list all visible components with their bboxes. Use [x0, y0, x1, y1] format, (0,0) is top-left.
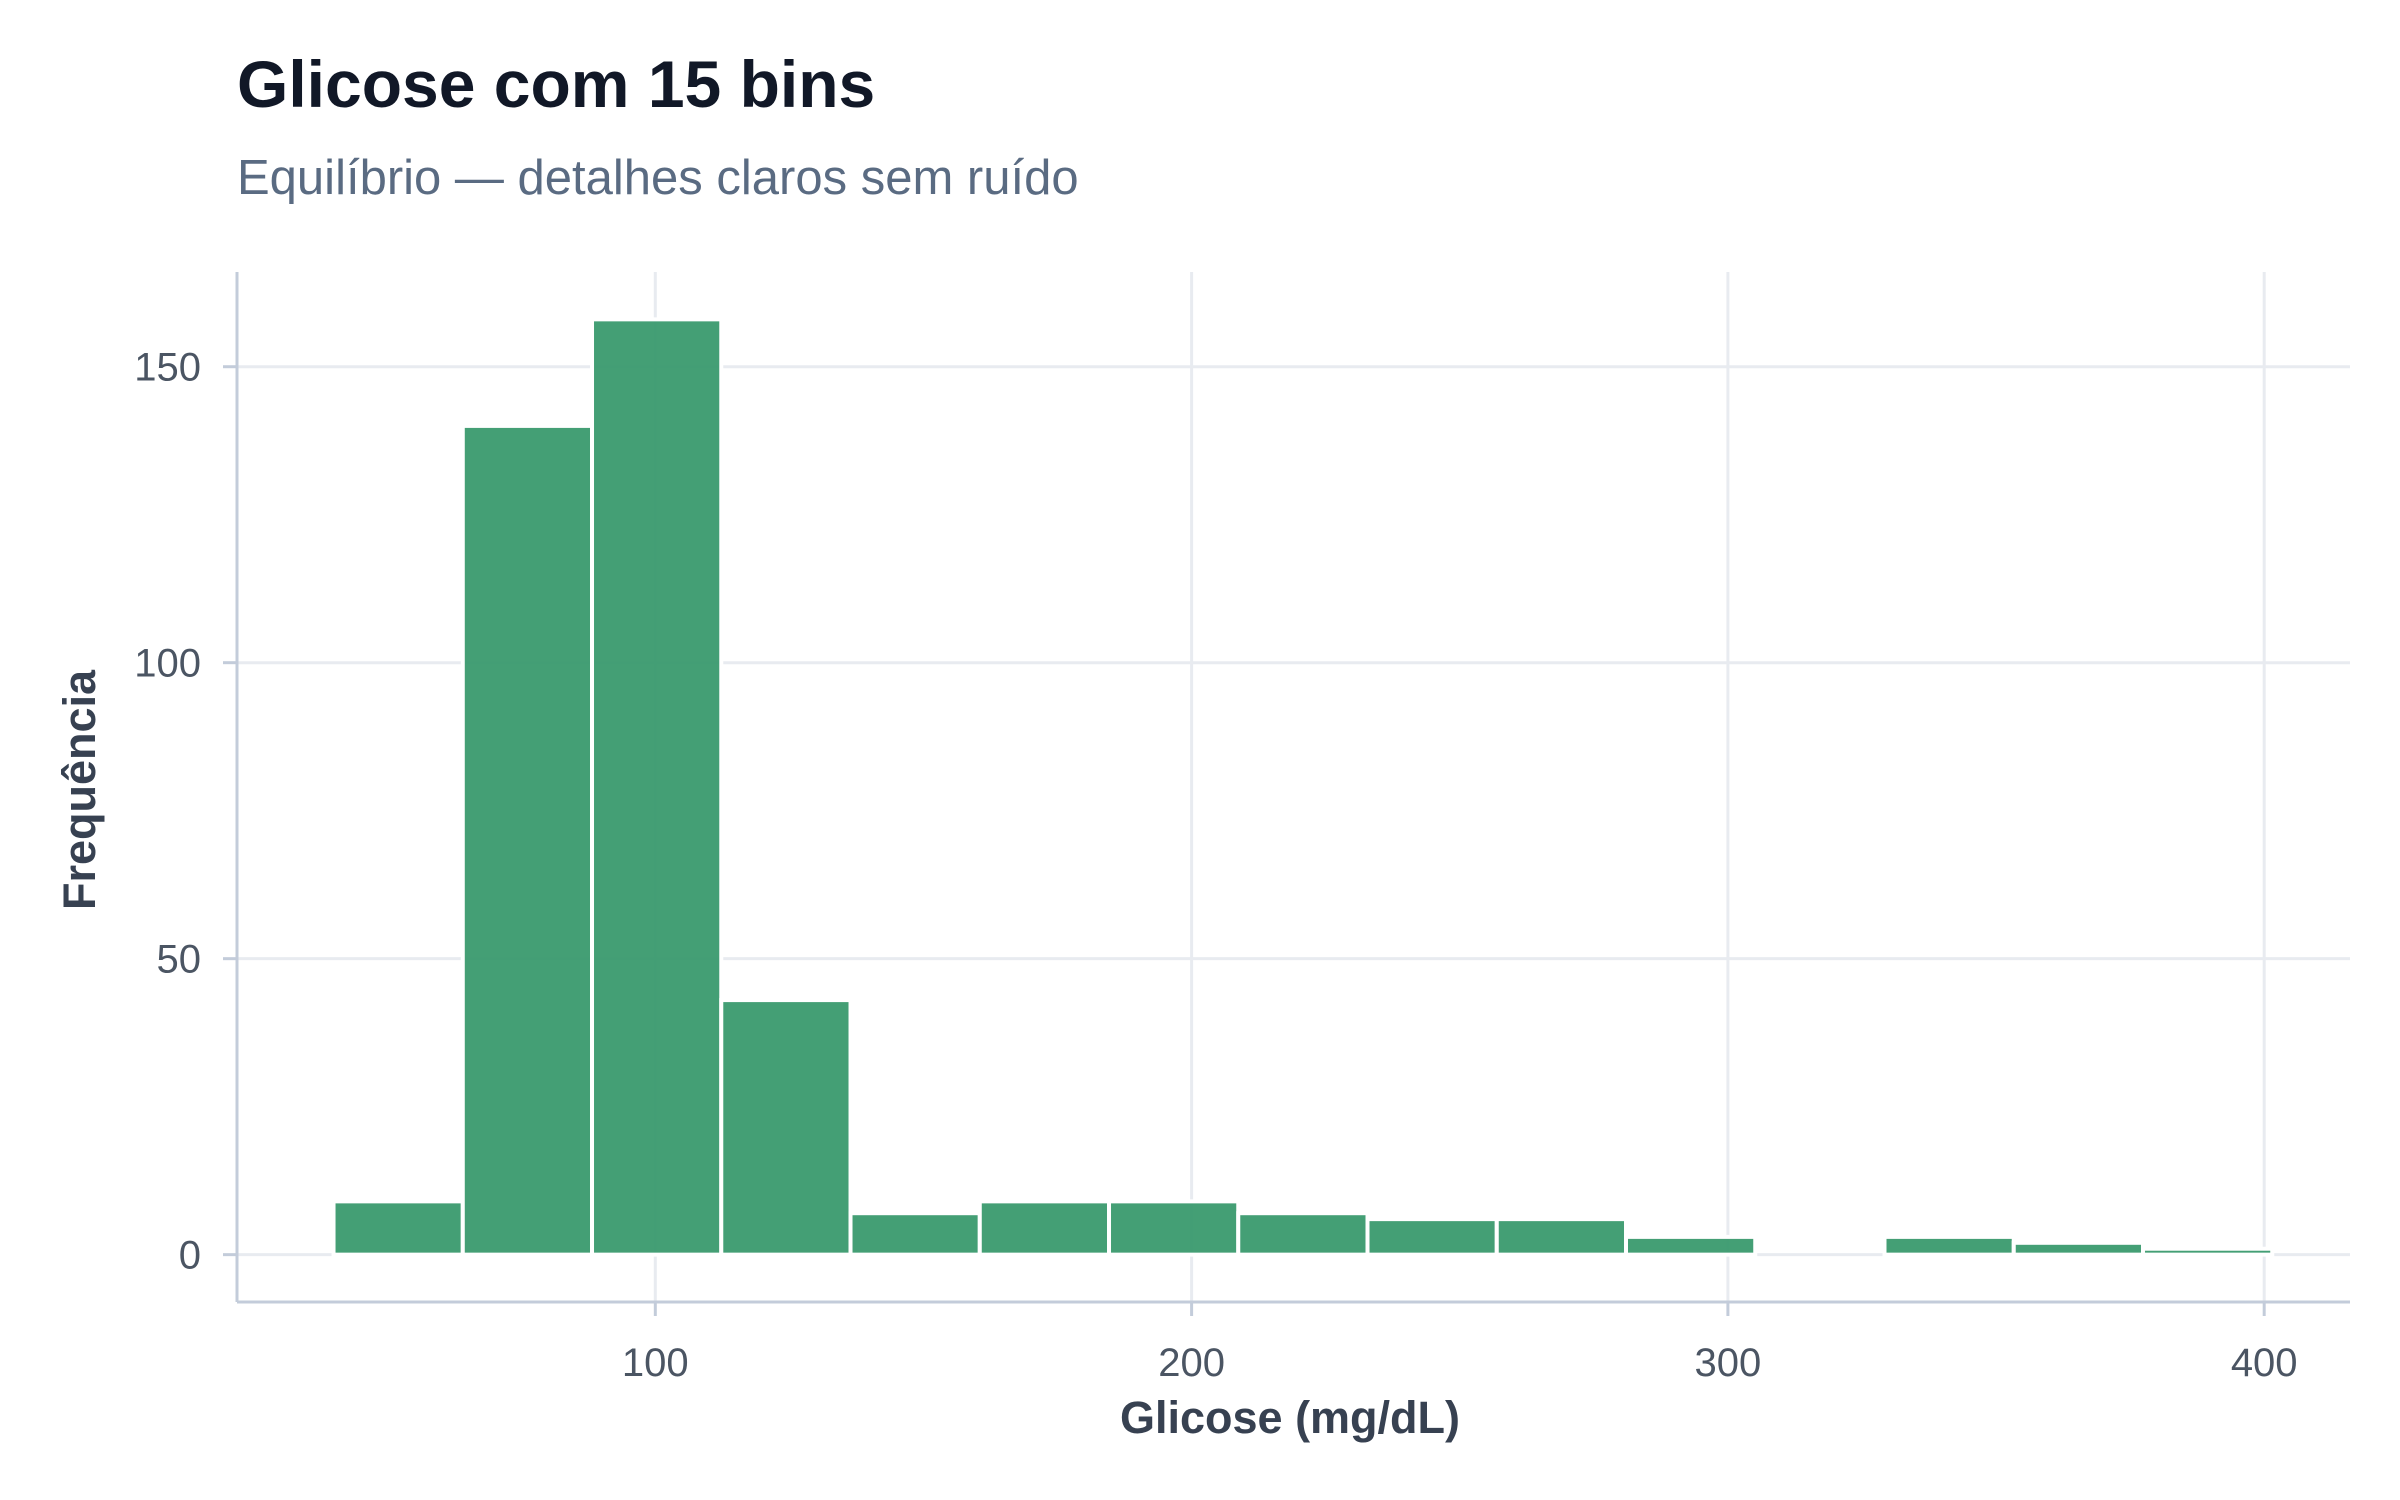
chart-title: Glicose com 15 bins — [237, 47, 876, 121]
y-tick-label: 0 — [179, 1234, 201, 1278]
histogram-bar — [331, 1199, 465, 1257]
tick-labels: 0 50 100 150 100 200 300 400 — [134, 346, 2297, 1385]
histogram-bar — [1624, 1234, 1758, 1257]
histogram-bar — [1236, 1211, 1370, 1257]
histogram-bar — [2011, 1240, 2145, 1257]
x-tick-label: 100 — [622, 1341, 689, 1385]
x-tick-label: 200 — [1158, 1341, 1225, 1385]
histogram-bar — [1494, 1217, 1629, 1257]
histogram-bar — [848, 1211, 982, 1257]
histogram-bar — [719, 998, 853, 1257]
histogram-bar — [1107, 1199, 1241, 1257]
y-axis-label: Frequência — [54, 669, 105, 910]
x-axis-label: Glicose (mg/dL) — [1120, 1392, 1460, 1443]
axes — [223, 272, 2350, 1316]
histogram-bar — [590, 317, 724, 1257]
histogram-bars — [331, 317, 2275, 1257]
y-tick-label: 150 — [134, 346, 201, 390]
y-tick-label: 100 — [134, 642, 201, 686]
histogram-bar — [2140, 1246, 2275, 1257]
x-tick-label: 300 — [1695, 1341, 1762, 1385]
y-tick-label: 50 — [157, 938, 202, 982]
histogram-bar — [1365, 1217, 1499, 1257]
histogram-bar — [1882, 1234, 2016, 1257]
x-tick-label: 400 — [2231, 1341, 2298, 1385]
chart-subtitle: Equilíbrio — detalhes claros sem ruído — [237, 151, 1079, 205]
histogram-bar — [977, 1199, 1112, 1257]
histogram-bar — [460, 423, 595, 1257]
